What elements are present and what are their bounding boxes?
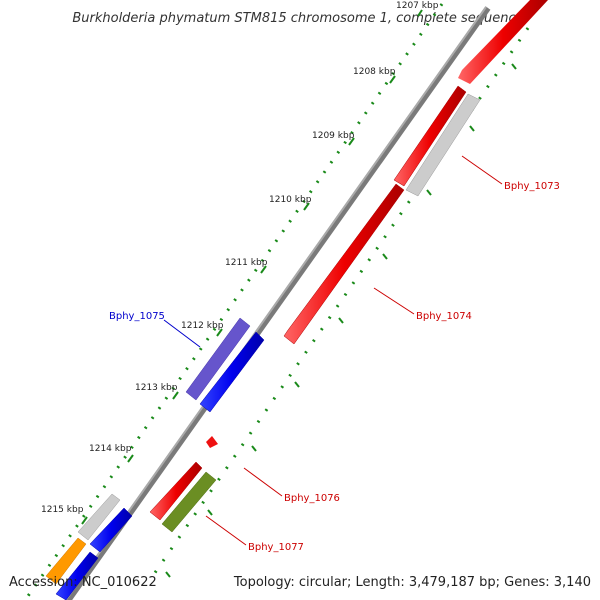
- cds-purple-1075[interactable]: [185, 317, 251, 401]
- sequence-backbone: [64, 6, 491, 600]
- tick-label-1214: 1214 kbp: [89, 444, 132, 454]
- tick-label-1207: 1207 kbp: [396, 1, 439, 11]
- tick-label-1212: 1212 kbp: [181, 321, 224, 331]
- tick-label-1208: 1208 kbp: [353, 67, 396, 77]
- cds-blue-lower[interactable]: [89, 507, 133, 553]
- cds-blue-bottom[interactable]: [55, 551, 99, 600]
- gene-label-bphy-1073[interactable]: Bphy_1073: [504, 181, 560, 192]
- gene-label-bphy-1074[interactable]: Bphy_1074: [416, 311, 472, 322]
- cds-red-top[interactable]: [458, 0, 548, 84]
- kbp-ticks: 1207 kbp 1208 kbp 1209 kbp 1210 kbp 1211…: [41, 1, 439, 525]
- cds-red-1076-small[interactable]: [206, 436, 218, 448]
- topology-text: Topology: circular; Length: 3,479,187 bp…: [233, 575, 591, 590]
- cds-olive-1077[interactable]: [161, 471, 217, 533]
- gene-label-bphy-1077[interactable]: Bphy_1077: [248, 542, 304, 553]
- ruler-track: [26, 3, 444, 597]
- sequence-backbone-highlight: [64, 6, 487, 600]
- cds-orange-lower[interactable]: [45, 537, 87, 585]
- tick-label-1211: 1211 kbp: [225, 258, 268, 268]
- cds-red-1074[interactable]: [283, 183, 405, 345]
- tick-label-1215: 1215 kbp: [41, 505, 84, 515]
- gene-label-bphy-1075[interactable]: Bphy_1075: [109, 311, 165, 322]
- cds-blue-1075[interactable]: [199, 331, 265, 413]
- cds-grey-1073[interactable]: [405, 93, 481, 197]
- tick-label-1213: 1213 kbp: [135, 383, 178, 393]
- cds-red-1076[interactable]: [149, 461, 203, 521]
- cds-grey-lower[interactable]: [77, 493, 121, 541]
- accession-text: Accession: NC_010622: [9, 575, 157, 590]
- cds-red-1073[interactable]: [393, 85, 467, 187]
- inner-ticks: [165, 63, 517, 578]
- map-title: Burkholderia phymatum STM815 chromosome …: [72, 11, 523, 26]
- gene-label-bphy-1076[interactable]: Bphy_1076: [284, 493, 340, 504]
- tick-label-1210: 1210 kbp: [269, 195, 312, 205]
- tick-label-1209: 1209 kbp: [312, 131, 355, 141]
- gene-leader-lines: [163, 155, 503, 546]
